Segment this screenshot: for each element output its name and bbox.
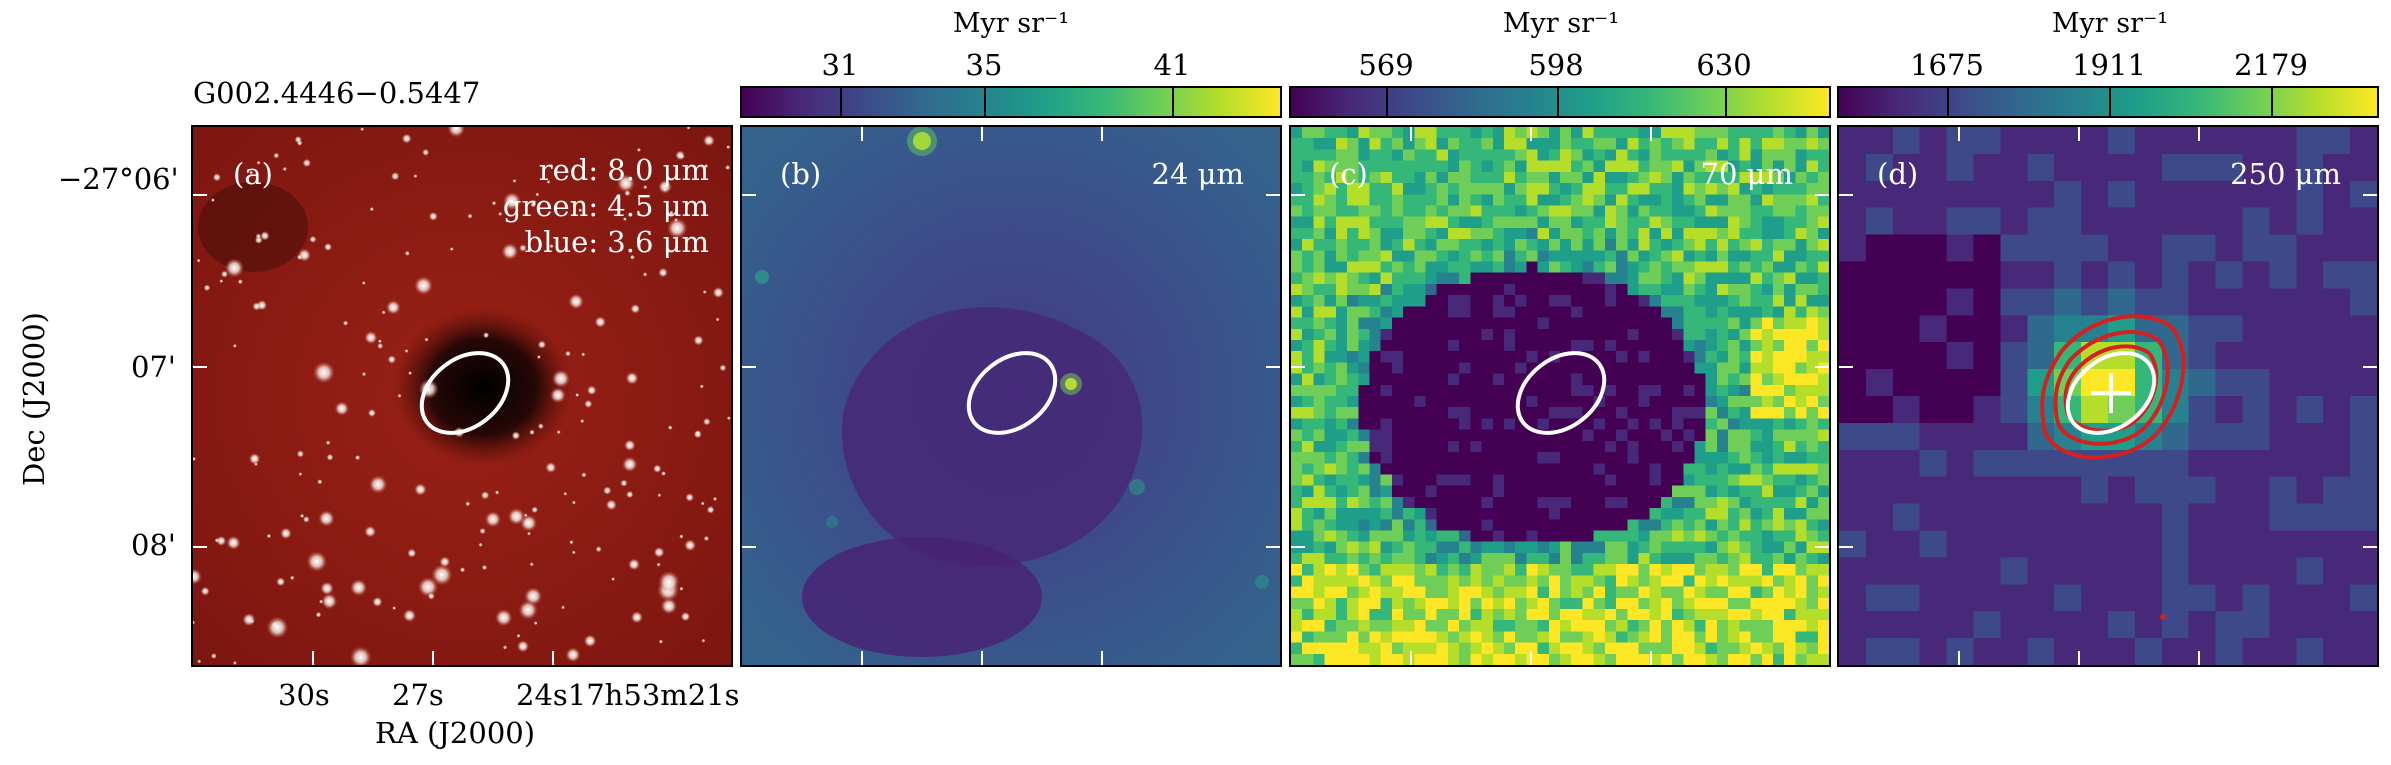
source-title: G002.4446−0.5447: [193, 76, 481, 110]
colorbar-d: [1837, 86, 2379, 118]
panel-b-wavelength: 24 μm: [1151, 157, 1244, 191]
xtick-label-1: 30s: [278, 678, 330, 712]
x-axis-label: RA (J2000): [375, 716, 536, 750]
colorbar-unit-c: Myr sr⁻¹: [1502, 8, 1620, 39]
colorbar-tick-b-1: 31: [821, 48, 859, 82]
colorbar-c: [1289, 86, 1831, 118]
colorbar-tick-b-3: 41: [1153, 48, 1191, 82]
xtick-label-3: 24s17h53m21s: [516, 678, 740, 712]
panel-a-legend-blue: blue: 3.6 μm: [524, 225, 709, 259]
ytick-label-1: −27°06': [58, 162, 179, 196]
panel-c-70um-map: (c) 70 μm: [1289, 125, 1831, 667]
panel-d-image: [1839, 127, 2377, 665]
colorbar-b: [740, 86, 1282, 118]
panel-b-24um-map: (b) 24 μm: [740, 125, 1282, 667]
ytick-label-2: 07': [131, 350, 176, 384]
panel-b-image: [742, 127, 1280, 665]
panel-a-rgb-image: (a) red: 8.0 μm green: 4.5 μm blue: 3.6 …: [191, 125, 733, 667]
colorbar-unit-b: Myr sr⁻¹: [952, 8, 1070, 39]
colorbar-tick-c-2: 598: [1528, 48, 1584, 82]
panel-a-legend-green: green: 4.5 μm: [502, 189, 709, 223]
colorbar-unit-d: Myr sr⁻¹: [2051, 8, 2169, 39]
panel-d-label: (d): [1877, 157, 1919, 191]
panel-a-legend-red: red: 8.0 μm: [538, 153, 709, 187]
colorbar-tick-d-1: 1675: [1910, 48, 1984, 82]
colorbar-tick-d-3: 2179: [2234, 48, 2308, 82]
colorbar-tick-c-1: 569: [1358, 48, 1414, 82]
y-axis-label: Dec (J2000): [17, 312, 51, 486]
ytick-label-3: 08': [131, 528, 176, 562]
panel-c-image: [1291, 127, 1829, 665]
panel-d-250um-map: (d) 250 μm: [1837, 125, 2379, 667]
panel-a-label: (a): [233, 157, 273, 191]
xtick-label-2: 27s: [392, 678, 444, 712]
colorbar-tick-b-2: 35: [965, 48, 1003, 82]
colorbar-tick-d-2: 1911: [2072, 48, 2146, 82]
panel-c-label: (c): [1329, 157, 1368, 191]
panel-c-wavelength: 70 μm: [1700, 157, 1793, 191]
panel-d-wavelength: 250 μm: [2230, 157, 2341, 191]
panel-b-label: (b): [780, 157, 822, 191]
panel-a-image: [193, 127, 731, 665]
colorbar-tick-c-3: 630: [1696, 48, 1752, 82]
